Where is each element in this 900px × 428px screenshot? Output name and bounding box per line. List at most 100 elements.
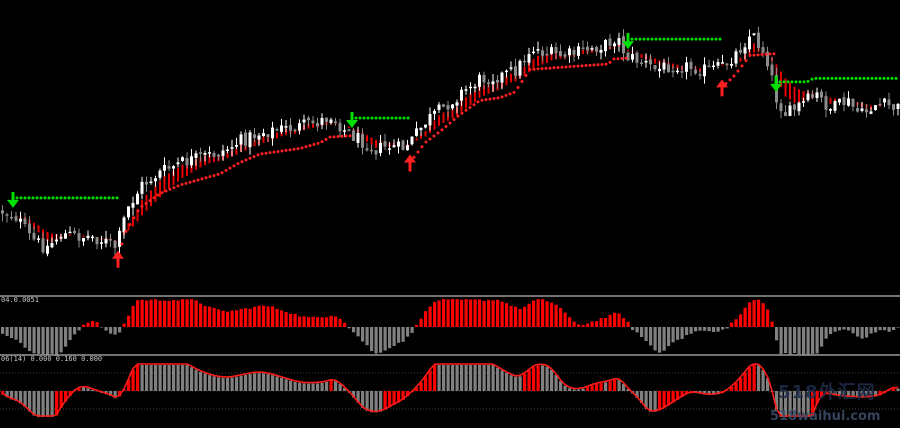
candle-body bbox=[734, 51, 738, 64]
ma-band-segment bbox=[276, 132, 278, 139]
candle-body bbox=[64, 233, 67, 239]
oscillator-2-bar bbox=[158, 365, 162, 391]
oscillator-2-bar bbox=[644, 391, 648, 409]
oscillator-2-bar bbox=[383, 391, 387, 410]
candle-body bbox=[712, 65, 715, 68]
oscillator-1-bar bbox=[473, 299, 477, 327]
trail-dot bbox=[806, 79, 810, 83]
trail-dot bbox=[568, 65, 572, 69]
watermark: 518外汇网 518waihui.com bbox=[770, 381, 880, 424]
oscillator-1-bar bbox=[311, 316, 315, 327]
trail-dot bbox=[51, 196, 55, 200]
oscillator-1-bar bbox=[824, 327, 828, 339]
candle-body bbox=[311, 120, 315, 124]
ma-band-segment bbox=[262, 136, 265, 143]
oscillator-2-bar bbox=[518, 376, 522, 391]
trail-dot bbox=[706, 37, 710, 41]
trail-dot bbox=[340, 134, 344, 138]
trail-dot bbox=[642, 37, 646, 41]
oscillator-1-bar bbox=[892, 327, 896, 331]
oscillator-2-bar bbox=[32, 391, 36, 416]
oscillator-2-bar bbox=[64, 391, 68, 402]
ma-band-segment bbox=[879, 105, 881, 107]
ma-band-segment bbox=[505, 76, 508, 86]
oscillator-panel-2[interactable]: 06(14) 0.000 0.160 0.000 bbox=[0, 355, 900, 417]
oscillator-1-bar bbox=[388, 327, 392, 349]
candle-body bbox=[28, 223, 31, 234]
oscillator-1-bar bbox=[248, 308, 252, 327]
trail-dot bbox=[732, 74, 736, 78]
candle-body bbox=[847, 98, 850, 106]
trail-dot bbox=[240, 160, 244, 164]
candle-body bbox=[46, 245, 49, 254]
oscillator-1-bar bbox=[23, 327, 27, 348]
candle-body bbox=[253, 134, 256, 139]
oscillator-1-bar bbox=[559, 307, 563, 327]
trail-dot bbox=[496, 96, 500, 100]
candle-body bbox=[86, 235, 90, 239]
candle-body bbox=[568, 48, 571, 56]
oscillator-2-bar bbox=[860, 391, 864, 398]
candle-body bbox=[527, 54, 531, 63]
candle-body bbox=[104, 238, 108, 244]
trail-dot bbox=[552, 66, 556, 70]
candle-body bbox=[158, 170, 162, 178]
oscillator-1-bar bbox=[743, 307, 747, 327]
ma-band-segment bbox=[523, 66, 526, 76]
candle-body bbox=[698, 74, 702, 76]
oscillator-2-bar bbox=[599, 383, 603, 391]
candle-body bbox=[581, 47, 585, 50]
main-price-panel[interactable] bbox=[1, 26, 900, 268]
trail-dot bbox=[476, 100, 480, 104]
trail-dot bbox=[858, 76, 862, 80]
trail-dot bbox=[674, 37, 678, 41]
candle-body bbox=[635, 52, 639, 63]
trail-dot bbox=[95, 196, 99, 200]
oscillator-2-bar bbox=[676, 391, 680, 400]
oscillator-2-bar bbox=[649, 391, 653, 412]
trail-dot bbox=[650, 37, 654, 41]
trail-dot bbox=[320, 140, 324, 144]
candle-body bbox=[257, 135, 261, 140]
oscillator-2-bar bbox=[298, 382, 302, 391]
ma-band-segment bbox=[559, 53, 562, 59]
candle-body bbox=[181, 157, 184, 161]
oscillator-2-bar bbox=[896, 388, 900, 391]
oscillator-1-bar bbox=[91, 320, 95, 327]
arrow-shaft bbox=[116, 257, 120, 268]
oscillator-panel-1[interactable]: 04.0.0051 bbox=[1, 296, 900, 355]
oscillator-1-bar bbox=[469, 299, 473, 327]
candle-body bbox=[203, 153, 207, 155]
trail-dot bbox=[43, 196, 47, 200]
oscillator-2-bar bbox=[239, 375, 243, 391]
oscillator-1-bar bbox=[523, 306, 527, 327]
candle-body bbox=[176, 162, 180, 165]
oscillator-2-bar bbox=[68, 391, 72, 396]
oscillator-1-bar bbox=[109, 327, 113, 334]
ma-band-segment bbox=[487, 84, 490, 94]
ma-band-segment bbox=[312, 123, 314, 128]
ma-band-segment bbox=[235, 148, 238, 155]
ma-band-segment bbox=[721, 64, 724, 66]
ma-band-segment bbox=[510, 73, 512, 83]
arrow-head bbox=[404, 154, 416, 163]
trail-dot bbox=[560, 65, 564, 69]
oscillator-2-bar bbox=[374, 391, 378, 413]
oscillator-2-bar bbox=[892, 388, 896, 391]
arrow-shaft bbox=[408, 161, 412, 172]
oscillator-2-bar bbox=[500, 370, 504, 391]
trail-dot bbox=[252, 155, 256, 159]
trail-dot bbox=[736, 69, 740, 73]
oscillator-1-bar bbox=[838, 327, 842, 331]
ma-band-segment bbox=[442, 112, 445, 123]
oscillator-1-bar bbox=[599, 318, 603, 327]
oscillator-1-bar bbox=[829, 327, 833, 335]
oscillator-1-bar bbox=[586, 323, 590, 327]
candle-body bbox=[109, 239, 112, 241]
oscillator-1-bar bbox=[397, 327, 401, 343]
oscillator-1-bar bbox=[631, 327, 635, 330]
trail-dot bbox=[428, 137, 432, 141]
oscillator-1-bar bbox=[320, 317, 324, 327]
oscillator-2-histogram bbox=[1, 365, 900, 417]
